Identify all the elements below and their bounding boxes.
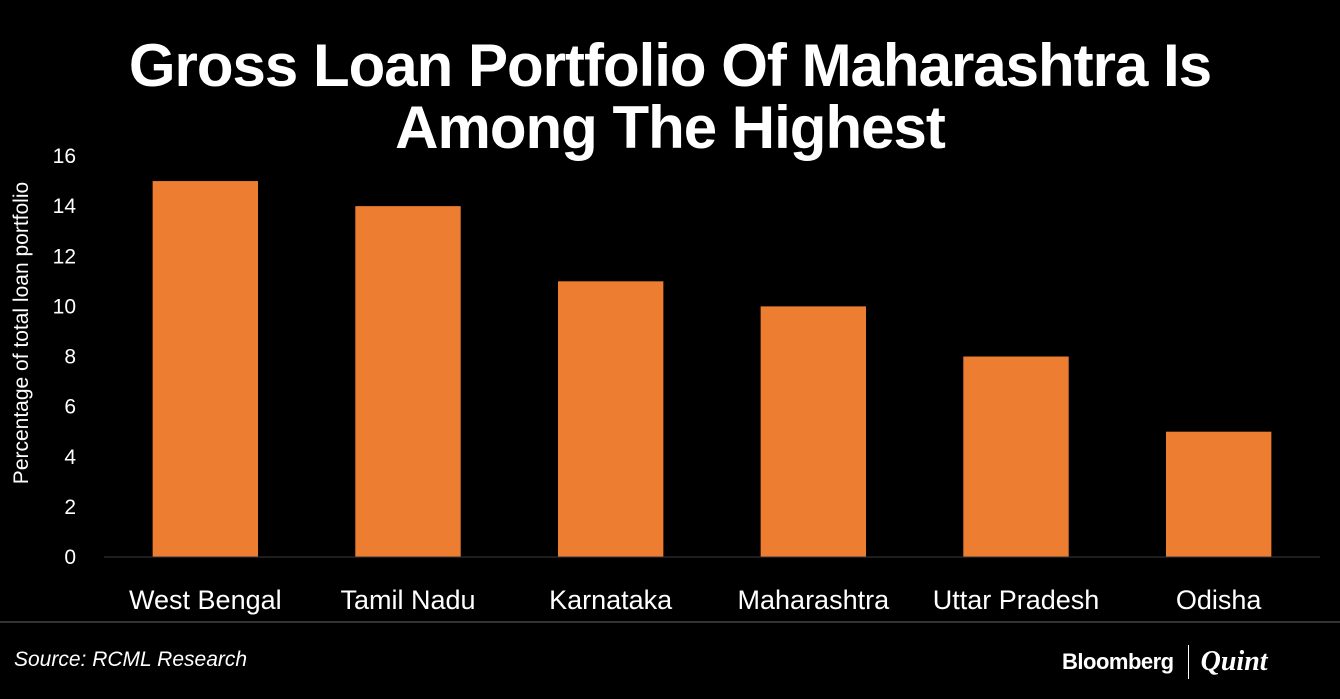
category-label: Uttar Pradesh (933, 585, 1100, 615)
logo-quint-text: Quint (1200, 646, 1268, 677)
category-label: Tamil Nadu (340, 585, 475, 615)
chart-title-line-2: Among The Highest (395, 94, 946, 161)
category-label: Karnataka (549, 585, 673, 615)
source-note: Source: RCML Research (14, 648, 248, 671)
bar (557, 281, 664, 557)
y-tick-label: 8 (64, 346, 76, 369)
y-tick-label: 12 (53, 245, 76, 268)
bar (355, 206, 461, 557)
y-tick-label: 6 (64, 396, 76, 419)
category-label: Odisha (1176, 585, 1263, 615)
chart-title-line-1: Gross Loan Portfolio Of Maharashtra Is (128, 32, 1212, 99)
bloomberg-quint-logo: Bloomberg Quint (1062, 642, 1268, 682)
bars (152, 181, 1272, 557)
y-tick-label: 4 (64, 446, 76, 469)
category-label: Maharashtra (738, 585, 891, 615)
bar (1165, 431, 1272, 557)
y-axis-label-group: Percentage of total loan portfolio (10, 182, 33, 484)
y-tick-label: 10 (53, 295, 76, 318)
logo-divider (1187, 645, 1189, 679)
y-tick-label: 0 (64, 546, 76, 569)
bar (152, 181, 259, 557)
y-tick-label: 16 (53, 145, 76, 168)
y-tick-label: 2 (64, 496, 76, 519)
y-axis-label: Percentage of total loan portfolio (10, 182, 33, 484)
logo-bloomberg-text: Bloomberg (1062, 649, 1174, 674)
bar (963, 356, 1069, 557)
y-tick-label: 14 (53, 195, 77, 218)
y-tick-labels: 0 2 4 6 8 10 12 14 16 (53, 145, 77, 569)
category-label: West Bengal (129, 585, 282, 615)
bar (760, 306, 867, 557)
category-labels: West Bengal Tamil Nadu Karnataka Maharashtr… (129, 585, 1262, 615)
